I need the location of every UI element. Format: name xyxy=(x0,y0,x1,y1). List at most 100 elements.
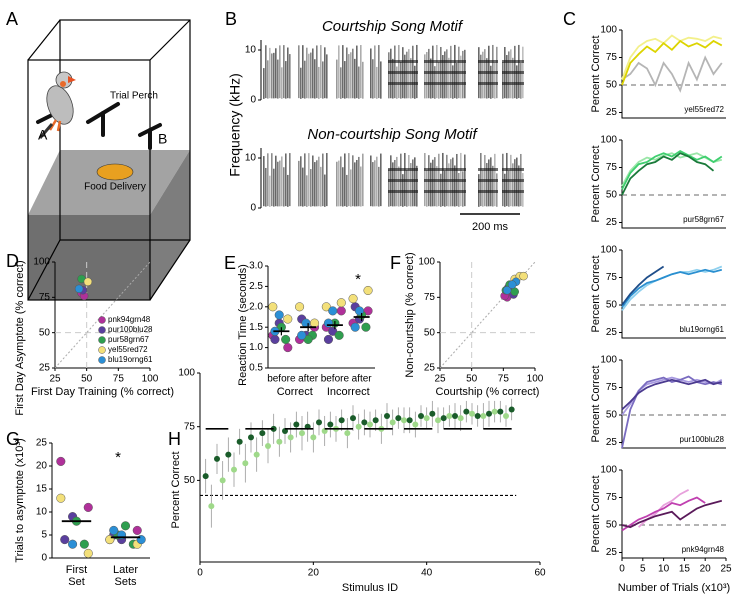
y-tick-label: 25 xyxy=(606,327,618,338)
y-tick-label: 10 xyxy=(245,45,257,56)
spectrogram-texture xyxy=(354,58,356,99)
data-point xyxy=(301,318,311,328)
learning-curve xyxy=(621,268,723,308)
spectrogram-texture xyxy=(287,174,289,207)
x-tick-label: 50 xyxy=(466,374,478,385)
data-point xyxy=(276,438,283,445)
spectrogram-texture xyxy=(273,168,275,207)
data-point xyxy=(486,410,492,417)
spectrogram-texture xyxy=(374,160,376,207)
data-point xyxy=(74,284,84,294)
y-tick-label: 0 xyxy=(250,95,256,106)
spectrogram-texture xyxy=(392,58,394,99)
spectrogram-texture xyxy=(436,166,438,207)
spectrogram-texture xyxy=(298,160,300,207)
spectrogram-texture xyxy=(300,67,302,99)
spectrogram-texture xyxy=(289,54,291,99)
x-axis-label: Number of Trials (x10³) xyxy=(618,582,730,594)
data-point xyxy=(202,473,209,480)
y-tick-label: 50 xyxy=(424,327,436,338)
data-point xyxy=(309,318,320,328)
spectrogram-texture xyxy=(412,159,414,207)
y-axis-label: Reaction Time (seconds) xyxy=(237,264,249,386)
y-tick-label: 1.0 xyxy=(249,342,263,353)
spectrogram-texture xyxy=(378,166,380,207)
spectrogram-texture xyxy=(356,45,358,99)
spectrogram-texture xyxy=(326,54,328,99)
spectrogram-texture xyxy=(302,167,304,207)
data-point xyxy=(510,287,519,296)
spectrogram-texture xyxy=(265,45,267,99)
group-label: Correct xyxy=(277,386,313,398)
data-point xyxy=(242,460,249,467)
spectrogram-texture xyxy=(438,62,440,99)
data-point xyxy=(348,294,358,304)
data-point xyxy=(268,302,278,312)
spectrogram-texture xyxy=(508,170,510,207)
spectrogram-band xyxy=(424,190,466,193)
spectrogram-texture xyxy=(352,48,354,99)
data-point xyxy=(497,408,504,415)
spectrogram-band xyxy=(424,82,466,85)
bird-beak xyxy=(68,76,76,83)
y-tick-label: 100 xyxy=(600,465,617,476)
y-tick-label: 25 xyxy=(39,363,51,374)
spectrogram-texture xyxy=(518,165,520,207)
y-tick-label: 5 xyxy=(41,530,47,541)
x-tick-label: 50 xyxy=(81,374,93,385)
spectrogram-texture xyxy=(376,156,378,207)
spectrogram-texture xyxy=(410,163,412,207)
spectrogram-texture xyxy=(462,50,464,99)
significance-marker: * xyxy=(355,271,361,288)
x-tick-label: 5 xyxy=(640,564,646,575)
axis-frame xyxy=(621,140,726,229)
data-point xyxy=(463,408,470,415)
spectrogram-texture xyxy=(275,155,277,207)
spectrogram-band xyxy=(388,60,418,63)
learning-curve xyxy=(621,496,706,532)
data-point xyxy=(480,412,487,419)
spectrogram-texture xyxy=(464,49,466,99)
data-point xyxy=(297,330,307,340)
spectrogram-texture xyxy=(362,153,364,207)
spectrogram-texture xyxy=(324,47,326,99)
data-point xyxy=(79,539,89,549)
spectrogram-texture xyxy=(460,55,462,99)
spectrogram-texture xyxy=(338,160,340,207)
spectrogram-band xyxy=(424,168,466,171)
x-tick-label: 75 xyxy=(113,374,125,385)
spectrogram-texture xyxy=(430,162,432,207)
y-tick-label: 15 xyxy=(36,484,48,495)
spectrogram-texture xyxy=(448,57,450,99)
y-tick-label: 50 xyxy=(39,327,51,338)
y-tick-label: 100 xyxy=(600,25,617,36)
data-point xyxy=(361,322,371,332)
spectrogram-texture xyxy=(308,153,310,207)
spectrogram-texture xyxy=(512,163,514,207)
data-point xyxy=(270,334,280,344)
data-point xyxy=(350,415,356,422)
spectrogram-texture xyxy=(512,57,514,99)
cage-base-side xyxy=(150,150,190,300)
y-tick-label: 25 xyxy=(36,438,48,449)
spectrogram-texture xyxy=(269,47,271,99)
legend-swatch xyxy=(98,316,106,324)
spectrogram-band xyxy=(502,190,524,193)
spectrogram-texture xyxy=(279,45,281,99)
bird-id: yel55red72 xyxy=(684,105,724,114)
spectrogram-texture xyxy=(348,153,350,207)
bird-body xyxy=(46,85,74,125)
data-point xyxy=(316,419,322,426)
data-point xyxy=(231,466,237,473)
data-point xyxy=(259,430,266,437)
spectrogram-band xyxy=(502,71,524,74)
y-axis-label: Percent Correct xyxy=(170,451,182,528)
spectrogram-texture xyxy=(388,52,390,99)
spectrogram-texture xyxy=(300,156,302,207)
spectrogram-texture xyxy=(263,68,265,99)
spectrogram-band xyxy=(502,179,524,182)
spectrogram-texture xyxy=(304,153,306,207)
spectrogram-texture xyxy=(269,175,271,207)
bird-id: pur58grn67 xyxy=(683,215,724,224)
spectrogram-texture xyxy=(522,172,524,207)
